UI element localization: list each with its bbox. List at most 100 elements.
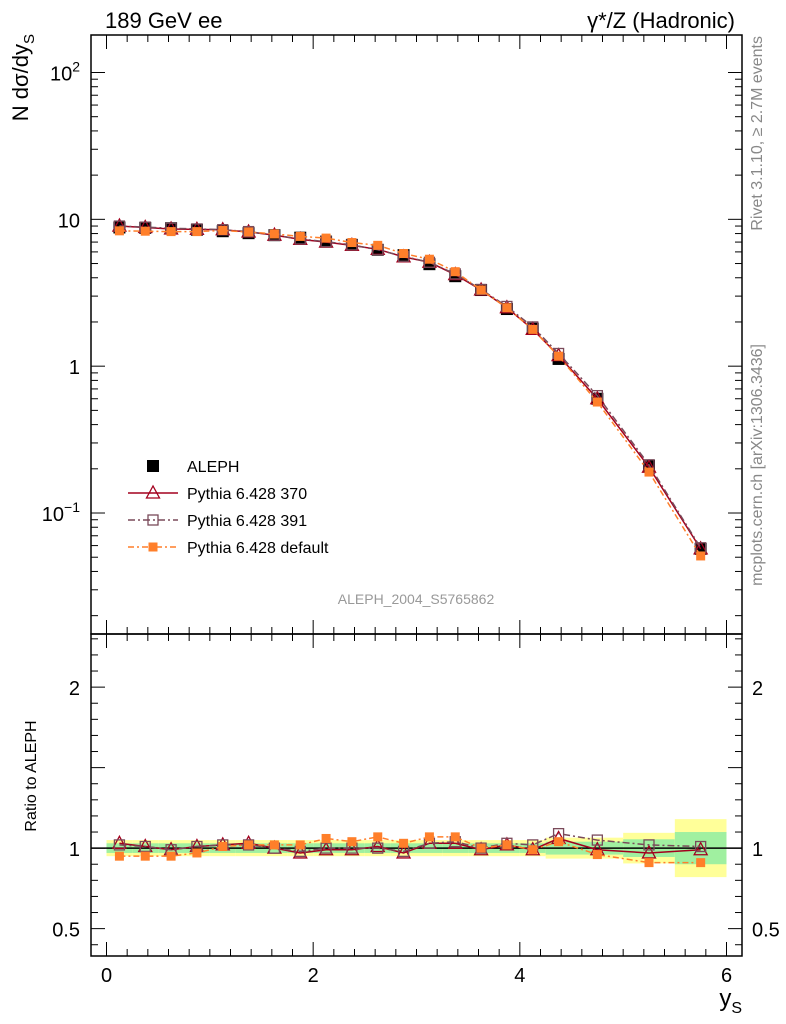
watermark: ALEPH_2004_S5765862 (338, 591, 495, 607)
pythia-6-428-default-point (502, 303, 512, 313)
pythia-6-428-370-series (111, 217, 709, 555)
pythia-6-428-default-point (140, 226, 150, 236)
pythia-6-428-391-ratio-line (119, 832, 701, 853)
main-ytick-label: 10 (58, 210, 80, 232)
ratio-ytick-label-right: 0.5 (752, 920, 780, 942)
pythia-6-428-default-point (696, 551, 706, 561)
pythia-6-428-default-ratio-point (244, 840, 254, 850)
pythia-6-428-default-series (114, 225, 706, 561)
ratio-ytick-label: 0.5 (52, 920, 80, 942)
pythia-6-428-default-ratio-series (114, 832, 706, 868)
main-ytick-label: 102 (50, 58, 80, 85)
legend-label: Pythia 6.428 391 (187, 513, 307, 530)
pythia-6-428-default-ratio-point (269, 840, 279, 850)
pythia-6-428-370-ratio-point (641, 844, 657, 859)
legend-marker (148, 542, 158, 552)
pythia-6-428-default-ratio-point (373, 832, 383, 842)
xtick-label: 6 (721, 965, 732, 987)
pythia-6-428-default-ratio-point (476, 843, 486, 853)
pythia-6-428-370-ratio-point (395, 844, 412, 859)
legend-label: Pythia 6.428 default (187, 540, 329, 557)
pythia-6-428-default-ratio-point (399, 838, 409, 848)
pythia-6-428-default-point (592, 397, 602, 407)
legend-label: ALEPH (187, 459, 239, 476)
pythia-6-428-default-point (373, 240, 383, 250)
pythia-6-428-391-ratio-point (372, 842, 384, 854)
pythia-6-428-370-ratio-point (693, 841, 709, 856)
pythia-6-428-default-ratio-point (347, 837, 357, 847)
pythia-6-428-default-point (554, 351, 564, 361)
pythia-6-428-default-point (424, 254, 434, 264)
pythia-6-428-391-ratio-point (643, 839, 655, 851)
pythia-6-428-default-point (399, 249, 409, 259)
pythia-6-428-391-ratio-point (139, 840, 151, 853)
pythia-6-428-default-point (192, 227, 202, 237)
ratio-frame (90, 633, 743, 957)
xtick-label: 2 (308, 965, 319, 987)
ratio-plot-area (91, 819, 742, 878)
ratio-ytick-label: 2 (69, 678, 80, 700)
pythia-6-428-default-point (476, 285, 486, 295)
pythia-6-428-default-point (166, 227, 176, 237)
x-axis: 0 2 4 6 (101, 634, 732, 987)
process-label: γ*/Z (Hadronic) (587, 8, 735, 33)
pythia-6-428-default-ratio-point (450, 832, 460, 842)
energy-label: 189 GeV ee (105, 8, 222, 33)
ratio-y-axis: 0.5 0.5 1 1 2 2 (52, 638, 780, 946)
pythia-6-428-default-ratio-point (554, 837, 564, 847)
main-plot-area (111, 217, 709, 561)
pythia-6-428-391-ratio-point (591, 834, 603, 846)
pythia-6-428-370-ratio-point (292, 844, 308, 859)
xtick-label: 4 (514, 965, 525, 987)
pythia-6-428-default-point (295, 231, 305, 241)
main-x-ticks (106, 35, 727, 634)
legend: ALEPH Pythia 6.428 370 Pythia 6.428 391 Pyt… (128, 459, 329, 557)
ratio-ytick-label-right: 2 (752, 678, 763, 700)
main-ylabel: N dσ/dyS (8, 34, 38, 121)
pythia-6-428-default-ratio-point (218, 842, 228, 852)
pythia-6-428-default-ratio-point (592, 850, 602, 860)
main-y-axis: 10−1 1 10 102 (42, 58, 742, 617)
pythia-6-428-default-point (244, 227, 254, 237)
x-axis-label: yS (719, 985, 742, 1017)
pythia-6-428-370-ratio-point (111, 834, 128, 849)
pythia-6-428-391-ratio-point (320, 842, 332, 854)
pythia-6-428-default-point (528, 324, 538, 334)
main-ytick-label: 10−1 (42, 499, 80, 526)
pythia-6-428-default-ratio-point (140, 851, 150, 861)
pythia-6-428-391-point (242, 225, 255, 238)
pythia-6-428-default-point (321, 233, 331, 243)
pythia-6-428-391-ratio-point (113, 839, 126, 851)
pythia-6-428-default-ratio-point (644, 858, 654, 868)
pythia-6-428-default-ratio-point (502, 840, 512, 850)
main-ytick-label: 1 (69, 357, 80, 379)
legend-marker (147, 460, 159, 472)
pythia-6-428-default-point (218, 225, 228, 235)
ratio-ylabel: Ratio to ALEPH (23, 720, 40, 831)
pythia-6-428-default-ratio-point (166, 851, 176, 861)
pythia-6-428-370-ratio-point (370, 838, 386, 853)
pythia-6-428-default-point (644, 467, 654, 477)
pythia-6-428-default-ratio-point (528, 845, 538, 855)
ratio-ytick-label: 1 (69, 839, 80, 861)
legend-marker (145, 484, 161, 499)
pythia-6-428-default-ratio-point (321, 833, 331, 843)
pythia-6-428-default-line (119, 229, 702, 557)
pythia-6-428-default-ratio-point (295, 840, 305, 850)
pythia-6-428-default-point (269, 229, 279, 239)
pythia-6-428-default-ratio-line (119, 836, 701, 864)
ratio-ytick-label-right: 1 (752, 839, 763, 861)
legend-marker (147, 514, 159, 526)
pythia-6-428-default-ratio-point (192, 848, 202, 858)
pythia-6-428-default-ratio-point (424, 832, 434, 842)
mcplots-label: mcplots.cern.ch [arXiv:1306.3436] (749, 344, 766, 586)
xtick-label: 0 (101, 965, 112, 987)
pythia-6-428-default-point (114, 226, 124, 236)
legend-label: Pythia 6.428 370 (187, 486, 307, 503)
ratio-panel: 0.5 0.5 1 1 2 2 0 2 4 6 Ratio to ALEPH yS (23, 633, 780, 1017)
pythia-6-428-default-ratio-point (696, 858, 706, 868)
pythia-6-428-default-point (450, 267, 460, 277)
pythia-6-428-default-ratio-point (114, 851, 124, 861)
